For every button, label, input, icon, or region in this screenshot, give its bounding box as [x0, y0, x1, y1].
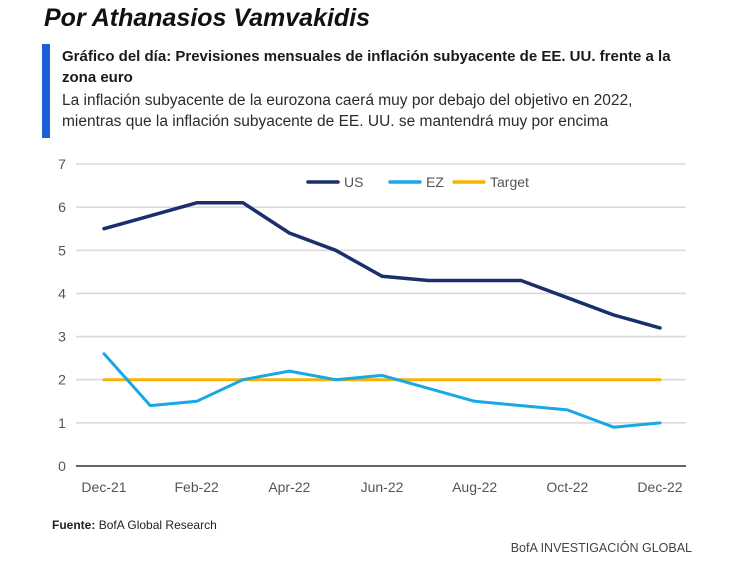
- y-tick-label: 4: [58, 285, 66, 301]
- credit-text: BofA INVESTIGACIÓN GLOBAL: [510, 541, 692, 555]
- chart-header: Gráfico del día: Previsiones mensuales d…: [42, 44, 692, 138]
- x-tick-label: Feb-22: [174, 479, 219, 495]
- legend-label-target: Target: [490, 174, 529, 190]
- x-tick-label: Dec-22: [637, 479, 682, 495]
- axes: 0 1 2 3 4 5 6 7 Dec-21 Feb-22 Apr-22 Jun-22 Aug-22 Oc…: [58, 156, 683, 495]
- author-title: Por Athanasios Vamvakidis: [44, 4, 371, 32]
- line-chart: 0 1 2 3 4 5 6 7 Dec-21 Feb-22 Apr-22 Jun-22 Aug-22 Oc…: [58, 156, 686, 495]
- x-tick-label: Aug-22: [452, 479, 497, 495]
- x-tick-label: Apr-22: [268, 479, 310, 495]
- y-tick-label: 0: [58, 458, 66, 474]
- x-tick-label: Oct-22: [546, 479, 588, 495]
- y-tick-label: 3: [58, 329, 66, 345]
- legend-label-us: US: [344, 174, 363, 190]
- series-lines: [102, 201, 662, 429]
- series-line-ez: [102, 352, 662, 429]
- source-note: Fuente: BofA Global Research: [52, 518, 217, 532]
- y-tick-label: 7: [58, 156, 66, 172]
- y-tick-label: 6: [58, 199, 66, 215]
- series-line-us: [102, 201, 662, 330]
- x-tick-label: Jun-22: [361, 479, 404, 495]
- legend: US EZ Target: [306, 174, 529, 190]
- legend-label-ez: EZ: [426, 174, 444, 190]
- y-tick-label: 1: [58, 415, 66, 431]
- chart-title: Gráfico del día: Previsiones mensuales d…: [62, 48, 671, 86]
- source-text: BofA Global Research: [98, 518, 217, 532]
- x-tick-label: Dec-21: [81, 479, 126, 495]
- source-label: Fuente:: [52, 518, 96, 532]
- y-tick-label: 5: [58, 242, 66, 258]
- chart-subtitle: La inflación subyacente de la eurozona c…: [62, 92, 633, 130]
- y-tick-label: 2: [58, 372, 66, 388]
